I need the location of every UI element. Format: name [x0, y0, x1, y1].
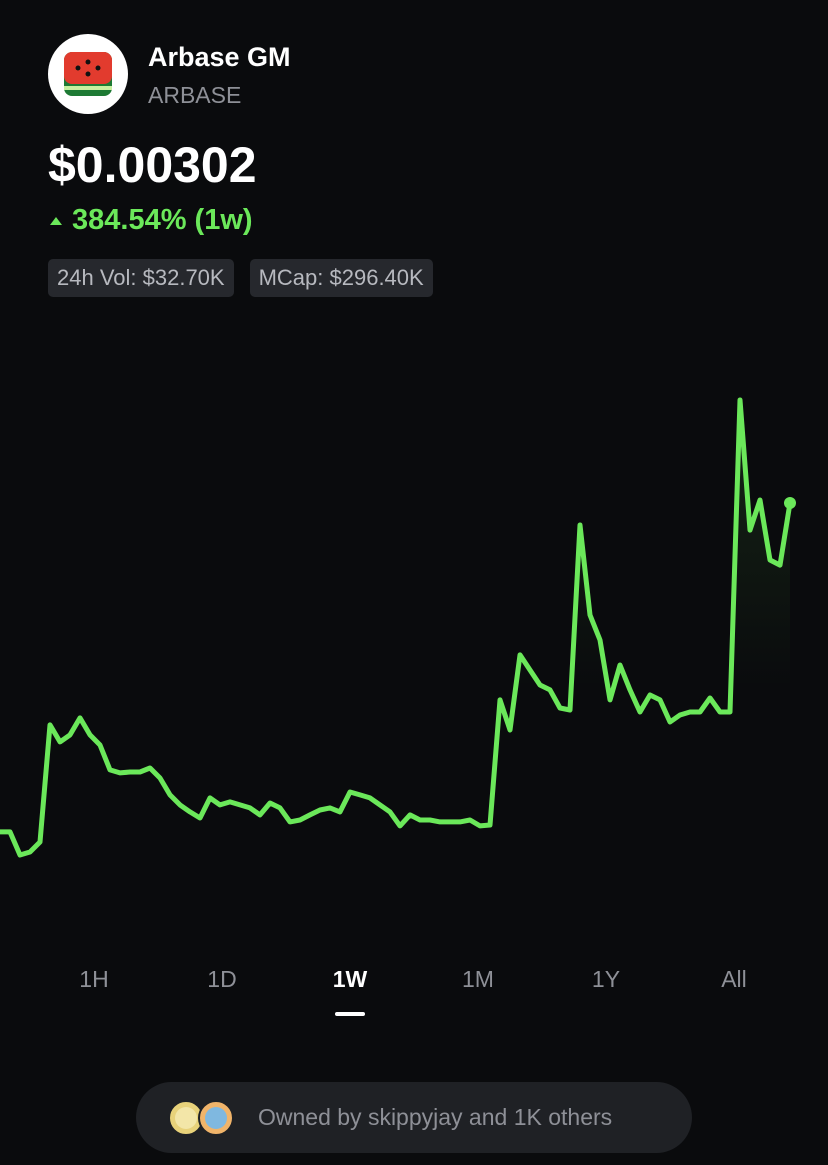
price-change-row: 384.54% (1w) — [48, 204, 253, 237]
token-name: Arbase GM — [148, 42, 291, 72]
token-symbol: ARBASE — [148, 82, 242, 108]
timeframe-tab[interactable]: 1D — [207, 966, 237, 992]
area-fill — [0, 400, 790, 880]
price-line — [0, 397, 793, 858]
owners-text: Owned by skippyjay and 1K others — [258, 1104, 613, 1130]
token-logo — [48, 34, 128, 114]
volume: 24h Vol: $32.70K — [48, 259, 234, 297]
timeframe-tab[interactable]: 1W — [286, 966, 414, 1016]
owners-pill[interactable]: Owned by skippyjay and 1K others — [136, 1082, 692, 1153]
timeframe-tab[interactable]: 1Y — [591, 966, 621, 992]
timeframe-tabs: 1H 1D 1W 1M 1Y All — [30, 966, 798, 1016]
price: $0.00302 — [48, 137, 257, 193]
market-cap: MCap: $296.40K — [249, 259, 433, 297]
price-change: 384.54% (1w) — [72, 204, 253, 236]
stats: 24h Vol: $32.70K MCap: $296.40K — [48, 259, 433, 297]
owner-avatars — [168, 1099, 234, 1136]
timeframe-tab[interactable]: All — [721, 966, 747, 992]
end-dot — [784, 497, 796, 510]
price-chart — [0, 397, 796, 880]
up-arrow — [50, 216, 62, 225]
timeframe-tab[interactable]: 1H — [79, 966, 109, 992]
timeframe-tab[interactable]: 1M — [462, 966, 494, 992]
